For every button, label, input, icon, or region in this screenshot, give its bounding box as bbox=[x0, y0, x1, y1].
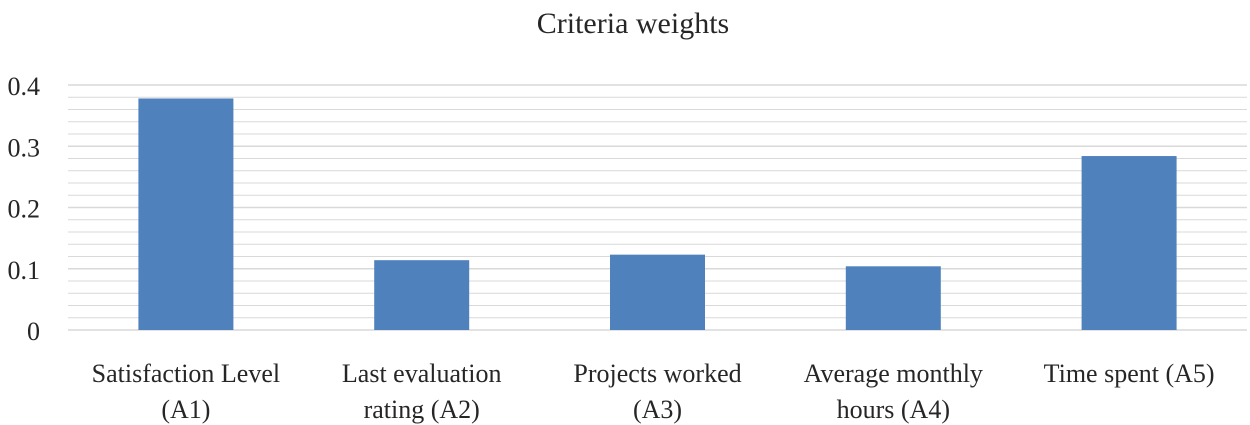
bar bbox=[374, 260, 470, 330]
y-tick-label: 0.2 bbox=[8, 195, 41, 224]
chart-title: Criteria weights bbox=[537, 7, 729, 40]
x-tick-label: Last evaluation rating (A2) bbox=[342, 359, 502, 424]
x-axis-category-labels: Satisfaction Level (A1) Last evaluation rat… bbox=[92, 359, 1215, 424]
y-axis-tick-labels: 0 0.1 0.2 0.3 0.4 bbox=[8, 72, 41, 346]
y-tick-label: 0 bbox=[27, 317, 40, 346]
x-tick-label: Time spent (A5) bbox=[1044, 359, 1215, 388]
bar bbox=[138, 98, 234, 330]
bars bbox=[138, 98, 1177, 330]
x-tick-label: Average monthly hours (A4) bbox=[804, 359, 983, 424]
y-tick-label: 0.3 bbox=[8, 133, 41, 162]
y-tick-label: 0.4 bbox=[8, 72, 41, 101]
x-tick-label: Projects worked (A3) bbox=[573, 359, 741, 424]
bar bbox=[845, 266, 941, 330]
bar bbox=[1081, 156, 1177, 330]
bar bbox=[610, 254, 705, 330]
y-tick-label: 0.1 bbox=[8, 256, 41, 285]
x-tick-label: Satisfaction Level (A1) bbox=[92, 359, 280, 424]
